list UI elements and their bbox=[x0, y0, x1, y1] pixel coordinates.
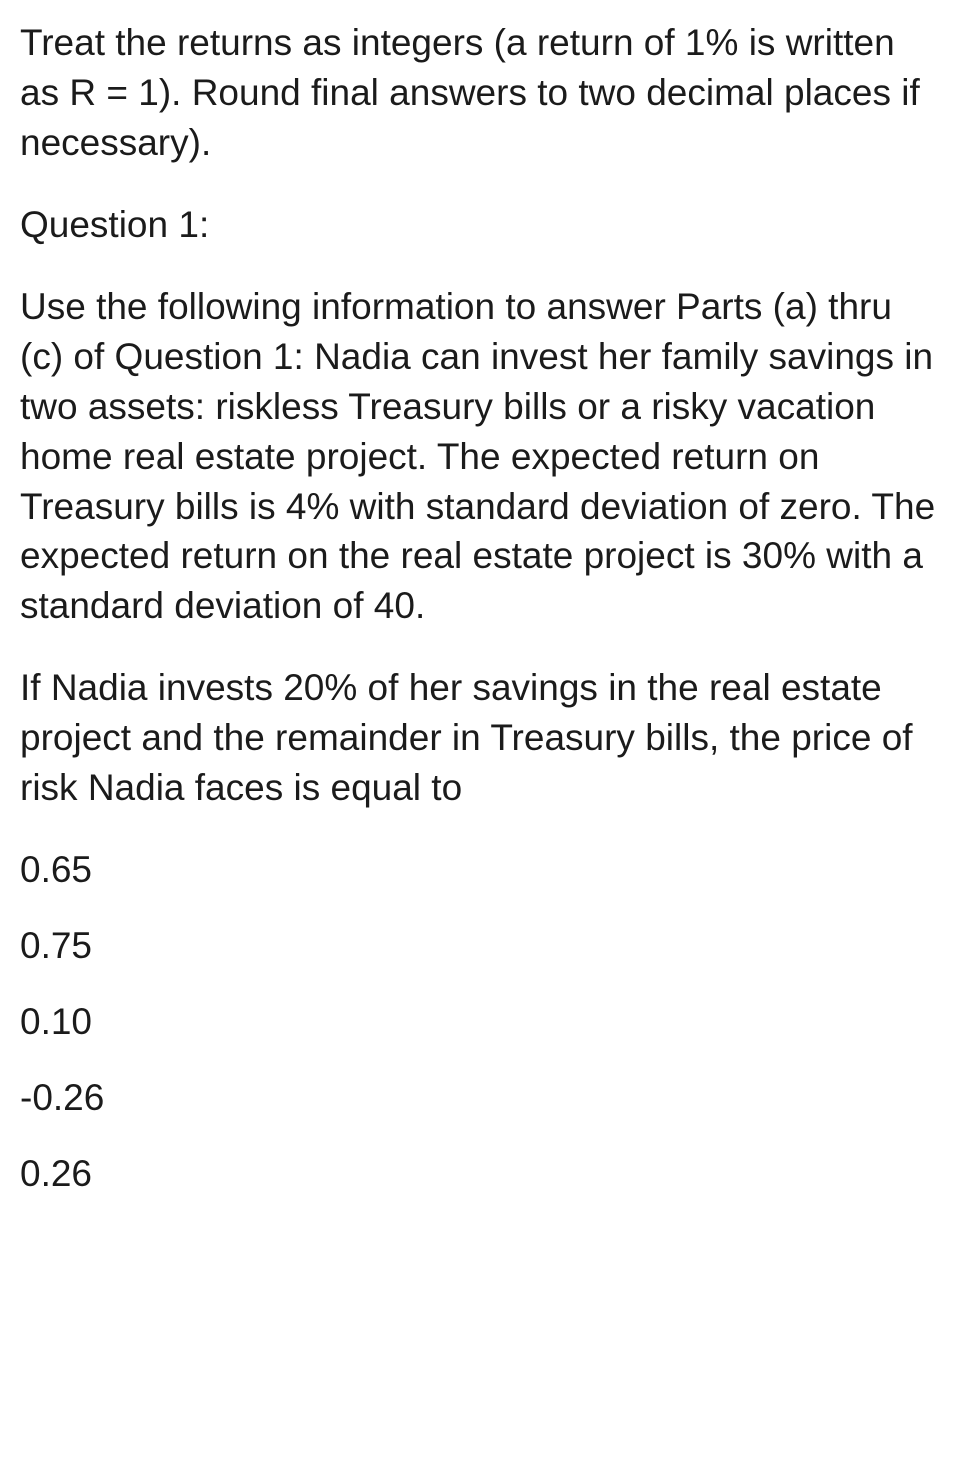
answer-option[interactable]: 0.10 bbox=[20, 997, 939, 1047]
answer-option[interactable]: 0.26 bbox=[20, 1149, 939, 1199]
question-prompt: If Nadia invests 20% of her savings in t… bbox=[20, 663, 939, 813]
question-label: Question 1: bbox=[20, 200, 939, 250]
answer-option[interactable]: -0.26 bbox=[20, 1073, 939, 1123]
instructions-text: Treat the returns as integers (a return … bbox=[20, 18, 939, 168]
answer-option[interactable]: 0.65 bbox=[20, 845, 939, 895]
answer-option[interactable]: 0.75 bbox=[20, 921, 939, 971]
scenario-text: Use the following information to answer … bbox=[20, 282, 939, 632]
